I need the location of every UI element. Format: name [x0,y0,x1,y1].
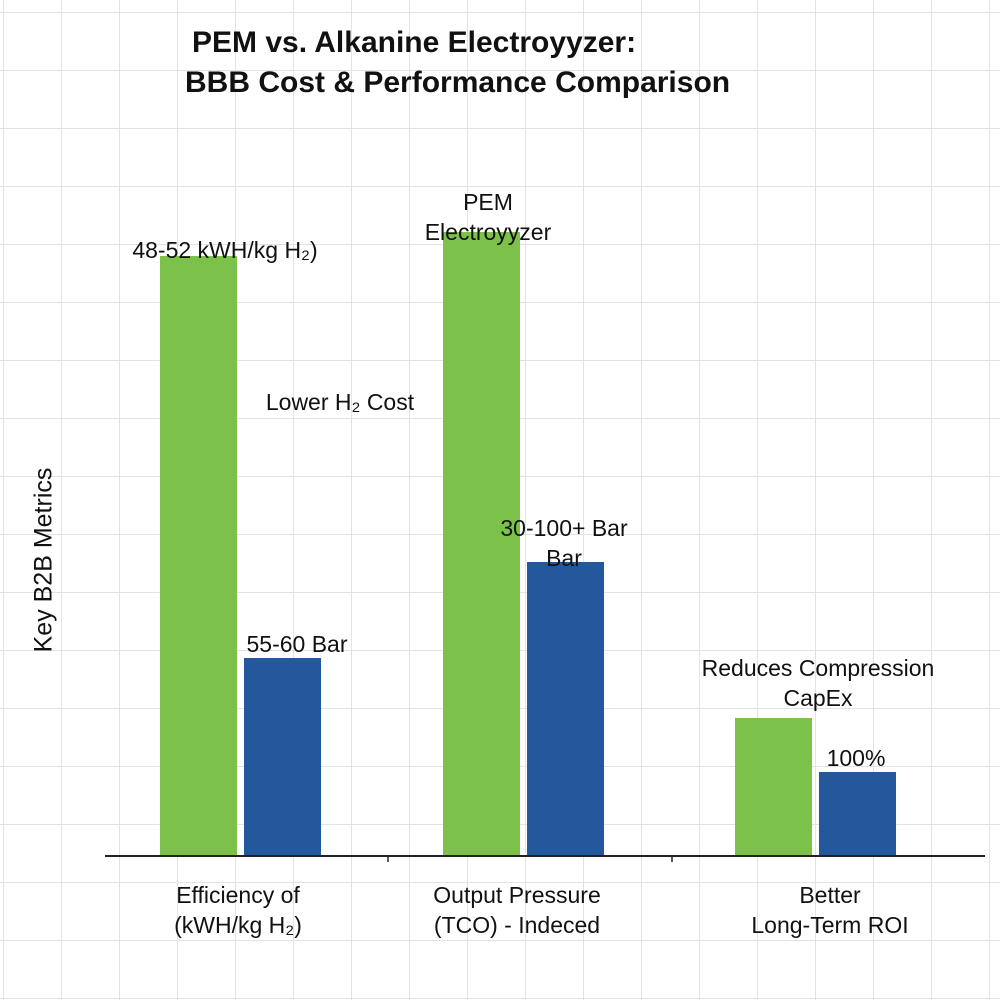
category-labels-layer: Efficiency of (kWH/kg H₂) Output Pressure(… [174,882,908,938]
annotation-label-1: 48-52 kWH/kg H₂) [132,237,317,263]
bar-series-2-category-2 [527,562,604,856]
x-tick-label-3: Better Long-Term ROI [751,882,908,938]
chart-title-line-2: BBB Cost & Performance Comparison [185,66,731,99]
annotation-label-2: PEM Electroyyzer [425,189,552,245]
bars-layer [160,232,896,856]
bar-series-1-category-2 [443,232,520,856]
bar-series-1-category-3 [735,718,812,856]
bar-series-2-category-3 [819,772,896,856]
annotation-label-6: Reduces Compression CapEx [702,655,935,711]
chart-title-line-1: PEM vs. Alkanine Electroyyzer: [192,26,637,59]
annotations-layer: 48-52 kWH/kg H₂) PEM Electroyyzer Lower H₂ … [132,189,934,771]
bar-series-2-category-1 [244,658,321,856]
annotation-label-3: Lower H₂ Cost [266,389,415,415]
annotation-label-5: 30-100+ Bar Bar [500,515,628,571]
x-tick-label-2: Output Pressure (TCO) - Indeced [433,882,600,938]
annotation-label-7: 100% [827,745,886,771]
annotation-label-4: 55-60 Bar [246,631,347,657]
x-tick-label-1: Efficiency of (kWH/kg H₂) [174,882,302,938]
bar-series-1-category-1 [160,256,237,856]
